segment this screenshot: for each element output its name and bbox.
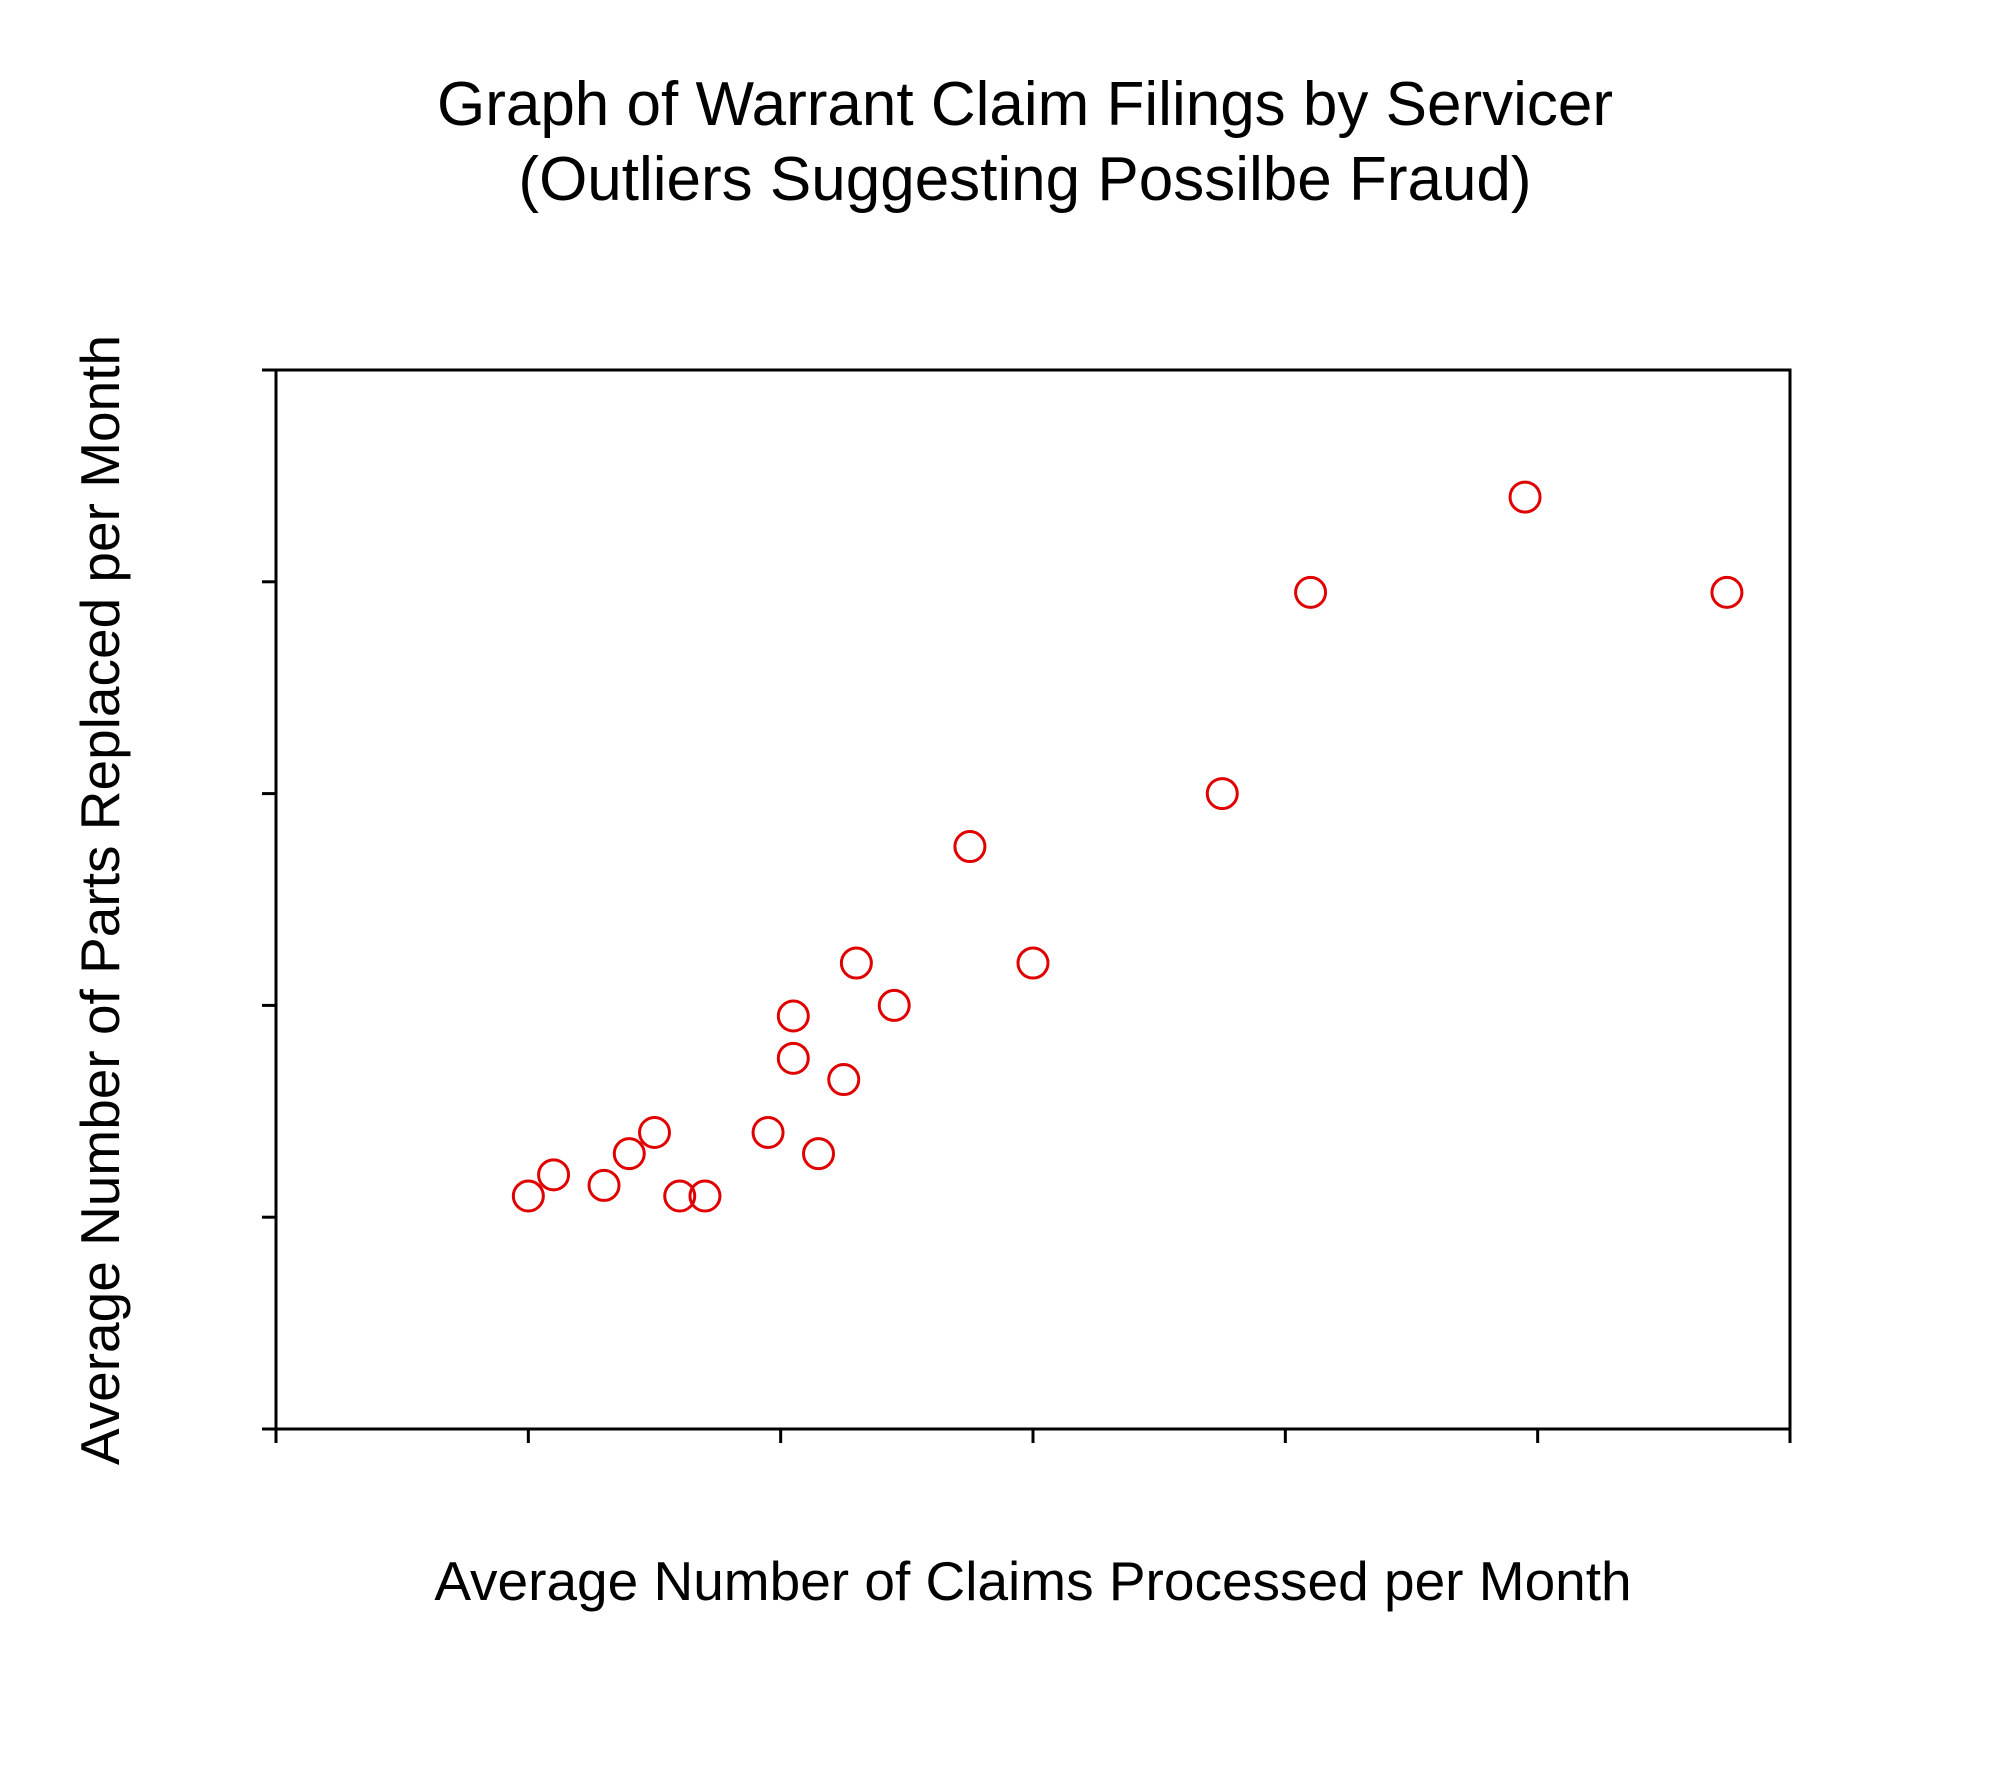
plot-area [274, 368, 1792, 1431]
chart-title: Graph of Warrant Claim Filings by Servic… [437, 70, 1613, 139]
data-point-6 [688, 1179, 722, 1213]
data-point-9 [776, 999, 810, 1033]
chart-subtitle: (Outliers Suggesting Possilbe Fraud) [518, 145, 1531, 214]
data-point-14 [953, 830, 987, 864]
data-point-11 [827, 1063, 861, 1097]
data-point-15 [1016, 946, 1050, 980]
data-point-4 [638, 1115, 671, 1149]
y-axis-label: Average Number of Parts Replaced per Mon… [69, 335, 131, 1465]
data-point-12 [839, 946, 873, 980]
x-axis-label: Average Number of Claims Processed per M… [434, 1550, 1631, 1612]
data-point-8 [776, 1041, 810, 1075]
data-point-1 [537, 1158, 571, 1192]
data-point-17 [1294, 575, 1328, 609]
data-point-0 [511, 1179, 545, 1213]
data-point-2 [587, 1168, 621, 1202]
data-point-16 [1205, 777, 1239, 811]
y-axis-ticks [262, 368, 276, 1431]
data-point-19 [1710, 575, 1744, 609]
data-point-18 [1508, 480, 1542, 514]
x-axis-ticks [274, 1429, 1792, 1443]
data-point-10 [802, 1137, 836, 1171]
data-point-7 [751, 1115, 785, 1149]
data-points [511, 480, 1744, 1213]
data-point-13 [877, 988, 911, 1022]
data-point-3 [612, 1137, 646, 1171]
data-point-5 [663, 1179, 697, 1213]
